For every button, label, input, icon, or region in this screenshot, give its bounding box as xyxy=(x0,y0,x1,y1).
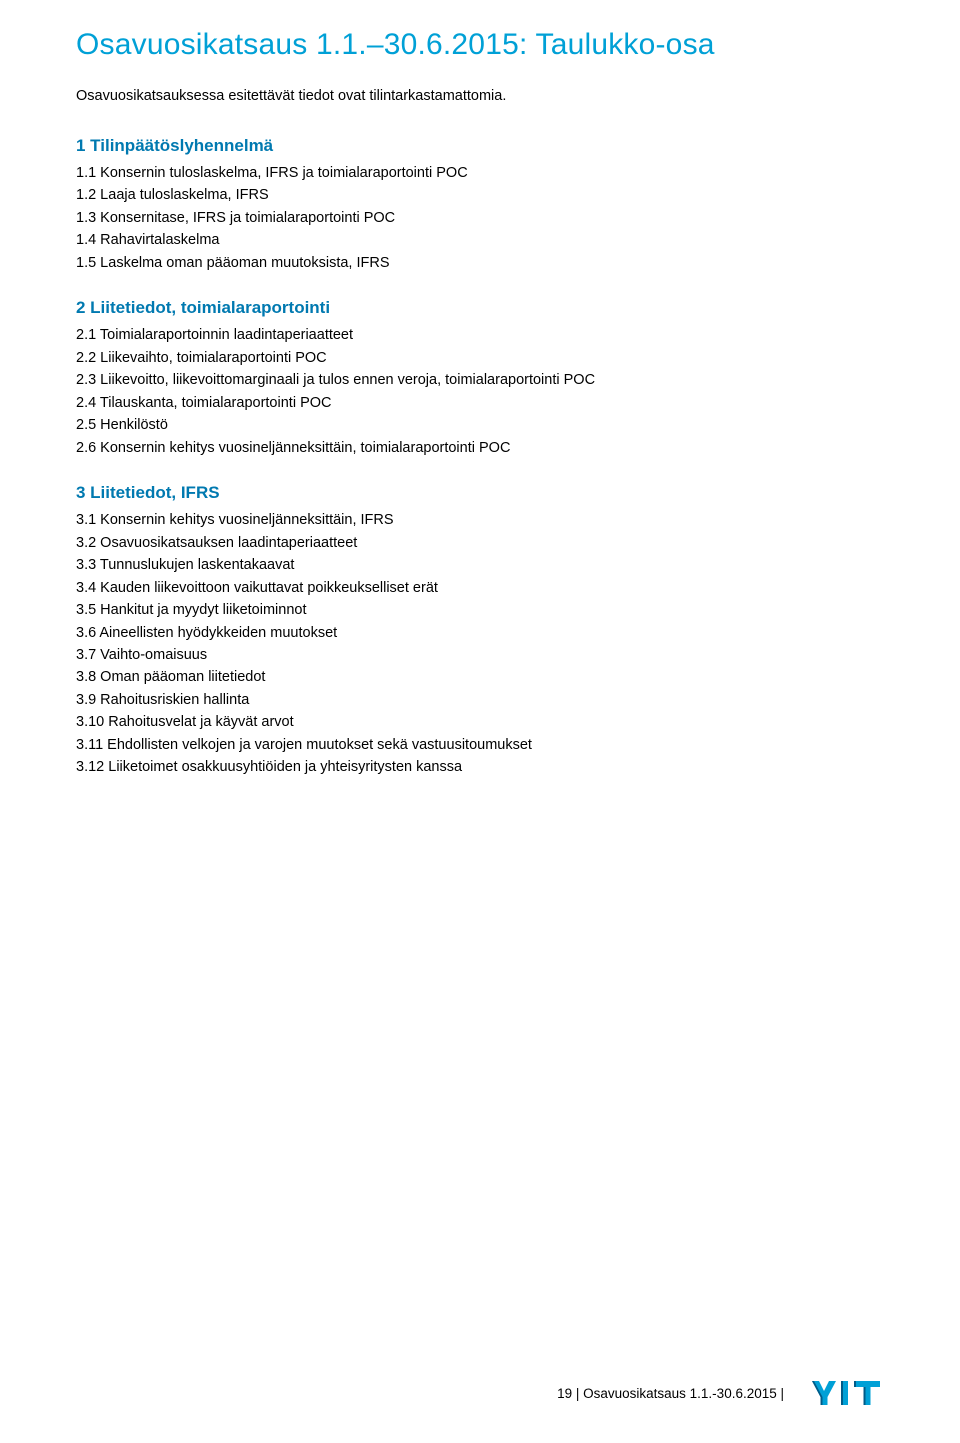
toc-item: 3.7 Vaihto-omaisuus xyxy=(76,644,884,666)
toc-item: 2.2 Liikevaihto, toimialaraportointi POC xyxy=(76,347,884,369)
toc-item: 3.12 Liiketoimet osakkuusyhtiöiden ja yh… xyxy=(76,756,884,778)
toc-item: 3.3 Tunnuslukujen laskentakaavat xyxy=(76,554,884,576)
toc-item: 3.8 Oman pääoman liitetiedot xyxy=(76,666,884,688)
toc-item: 1.5 Laskelma oman pääoman muutoksista, I… xyxy=(76,252,884,274)
toc-item: 3.9 Rahoitusriskien hallinta xyxy=(76,689,884,711)
toc-item: 2.1 Toimialaraportoinnin laadintaperiaat… xyxy=(76,324,884,346)
toc-item: 2.5 Henkilöstö xyxy=(76,414,884,436)
toc-item: 3.6 Aineellisten hyödykkeiden muutokset xyxy=(76,622,884,644)
toc-item: 1.3 Konsernitase, IFRS ja toimialaraport… xyxy=(76,207,884,229)
toc-item: 2.4 Tilauskanta, toimialaraportointi POC xyxy=(76,392,884,414)
toc-item: 3.10 Rahoitusvelat ja käyvät arvot xyxy=(76,711,884,733)
section-2: 2 Liitetiedot, toimialaraportointi 2.1 T… xyxy=(76,298,884,459)
toc-item: 3.5 Hankitut ja myydyt liiketoiminnot xyxy=(76,599,884,621)
footer-text: 19 | Osavuosikatsaus 1.1.-30.6.2015 | xyxy=(557,1386,784,1401)
page-title: Osavuosikatsaus 1.1.–30.6.2015: Taulukko… xyxy=(76,28,884,62)
section-2-heading: 2 Liitetiedot, toimialaraportointi xyxy=(76,298,884,318)
page-content: Osavuosikatsaus 1.1.–30.6.2015: Taulukko… xyxy=(0,0,960,779)
toc-item: 1.2 Laaja tuloslaskelma, IFRS xyxy=(76,184,884,206)
toc-item: 3.1 Konsernin kehitys vuosineljänneksitt… xyxy=(76,509,884,531)
toc-item: 3.11 Ehdollisten velkojen ja varojen muu… xyxy=(76,734,884,756)
yit-logo-icon xyxy=(812,1379,884,1407)
section-1: 1 Tilinpäätöslyhennelmä 1.1 Konsernin tu… xyxy=(76,136,884,274)
toc-item: 2.6 Konsernin kehitys vuosineljänneksitt… xyxy=(76,437,884,459)
intro-text: Osavuosikatsauksessa esitettävät tiedot … xyxy=(76,88,884,104)
toc-item: 1.4 Rahavirtalaskelma xyxy=(76,229,884,251)
section-1-heading: 1 Tilinpäätöslyhennelmä xyxy=(76,136,884,156)
toc-item: 3.4 Kauden liikevoittoon vaikuttavat poi… xyxy=(76,577,884,599)
section-3: 3 Liitetiedot, IFRS 3.1 Konsernin kehity… xyxy=(76,483,884,779)
toc-item: 2.3 Liikevoitto, liikevoittomarginaali j… xyxy=(76,369,884,391)
page-footer: 19 | Osavuosikatsaus 1.1.-30.6.2015 | xyxy=(557,1379,884,1407)
toc-item: 1.1 Konsernin tuloslaskelma, IFRS ja toi… xyxy=(76,162,884,184)
toc-item: 3.2 Osavuosikatsauksen laadintaperiaatte… xyxy=(76,532,884,554)
section-3-heading: 3 Liitetiedot, IFRS xyxy=(76,483,884,503)
